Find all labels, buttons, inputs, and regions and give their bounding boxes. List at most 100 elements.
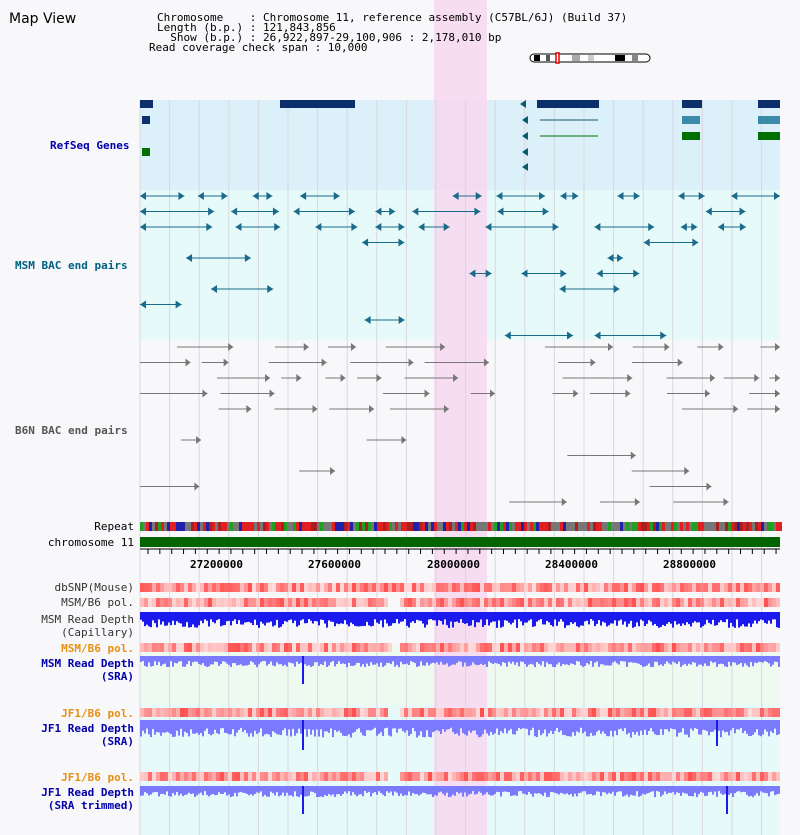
depth-bar [622, 612, 624, 625]
heat-cell [496, 708, 500, 717]
heat-cell [448, 643, 452, 652]
depth-bar [564, 720, 566, 735]
heat-cell [236, 598, 240, 607]
depth-bar [696, 612, 698, 623]
track-label-msm-depth-sra[interactable]: MSM Read Depth [41, 657, 134, 670]
depth-bar [438, 786, 440, 793]
track-label-jf1-b6-pol-trimmed[interactable]: JF1/B6 pol. [61, 771, 134, 784]
depth-bar [570, 720, 572, 737]
bac-end [269, 389, 275, 398]
track-label-b6n-bac[interactable]: B6N BAC end pairs [15, 424, 128, 437]
repeat-block [467, 522, 470, 531]
track-label-msm-bac[interactable]: MSM BAC end pairs [15, 259, 128, 272]
depth-bar [252, 720, 254, 737]
depth-bar [372, 656, 374, 665]
heat-cell [280, 583, 284, 592]
depth-bar [166, 656, 168, 668]
track-label-jf1-depth[interactable]: JF1 Read Depth [41, 722, 134, 735]
heat-cell [188, 598, 192, 607]
depth-bar [170, 612, 172, 626]
depth-bar [724, 656, 726, 667]
depth-bar [778, 612, 780, 628]
depth-bar [160, 720, 162, 736]
depth-bar [398, 612, 400, 624]
depth-bar [540, 720, 542, 736]
track-label-msm-depth-capillary[interactable]: MSM Read Depth [41, 613, 134, 626]
heat-cell [204, 598, 208, 607]
depth-bar [678, 720, 680, 733]
heat-cell [576, 598, 580, 607]
depth-bar [340, 720, 342, 733]
repeat-block [647, 522, 650, 531]
repeat-block [725, 522, 728, 531]
repeat-block [689, 522, 692, 531]
depth-bar [598, 612, 600, 621]
heat-cell [604, 583, 608, 592]
bac-end [706, 482, 712, 491]
depth-bar [294, 786, 296, 792]
heat-cell [284, 708, 288, 717]
track-label-dbsnp[interactable]: dbSNP(Mouse) [54, 581, 134, 594]
depth-bar [428, 720, 430, 737]
heat-cell [724, 643, 728, 652]
bac-end [321, 358, 327, 367]
depth-bar [538, 720, 540, 730]
depth-bar [348, 656, 350, 663]
heat-cell [176, 708, 180, 717]
heat-cell [256, 708, 260, 717]
depth-bar [710, 656, 712, 662]
depth-bar [718, 720, 720, 731]
depth-bar [526, 720, 528, 729]
depth-bar [582, 786, 584, 792]
depth-bar [708, 656, 710, 666]
depth-bar [304, 612, 306, 624]
heat-cell [560, 708, 564, 717]
heat-cell [608, 708, 612, 717]
depth-bar [158, 612, 160, 620]
depth-bar [466, 786, 468, 797]
heat-cell [776, 643, 780, 652]
heat-cell [768, 643, 772, 652]
repeat-block [215, 522, 218, 531]
heat-cell [768, 583, 772, 592]
depth-bar [618, 612, 620, 621]
depth-bar [248, 786, 250, 796]
bac-end [221, 192, 228, 200]
heat-cell [344, 772, 348, 781]
depth-bar [238, 720, 240, 730]
depth-bar [658, 656, 660, 666]
depth-bar [282, 612, 284, 625]
depth-bar [450, 612, 452, 622]
depth-bar [442, 720, 444, 730]
heat-cell [248, 708, 252, 717]
heat-cell [324, 643, 328, 652]
depth-bar [620, 720, 622, 729]
depth-bar [206, 786, 208, 795]
depth-bar [358, 786, 360, 795]
track-label-jf1-depth-trimmed[interactable]: JF1 Read Depth [41, 786, 134, 799]
heat-cell [540, 772, 544, 781]
track-label-jf1-b6-pol[interactable]: JF1/B6 pol. [61, 707, 134, 720]
track-label-msm-b6-pol[interactable]: MSM/B6 pol. [61, 596, 134, 609]
depth-bar [410, 656, 412, 662]
depth-bar [156, 656, 158, 666]
depth-bar [146, 656, 148, 667]
depth-bar [778, 720, 780, 735]
heat-cell [320, 708, 324, 717]
heat-cell [700, 772, 704, 781]
depth-bar [140, 720, 142, 737]
heat-cell [528, 598, 532, 607]
depth-bar [218, 786, 220, 793]
repeat-block [548, 522, 551, 531]
track-label-msm-b6-pol-sra[interactable]: MSM/B6 pol. [61, 642, 134, 655]
depth-bar [152, 786, 154, 793]
heat-cell [512, 583, 516, 592]
depth-bar [668, 656, 670, 664]
heat-cell [420, 598, 424, 607]
heat-cell [660, 643, 664, 652]
heat-cell [688, 708, 692, 717]
track-label-refseq-genes[interactable]: RefSeq Genes [50, 139, 130, 152]
depth-bar [160, 612, 162, 625]
depth-bar [188, 656, 190, 661]
